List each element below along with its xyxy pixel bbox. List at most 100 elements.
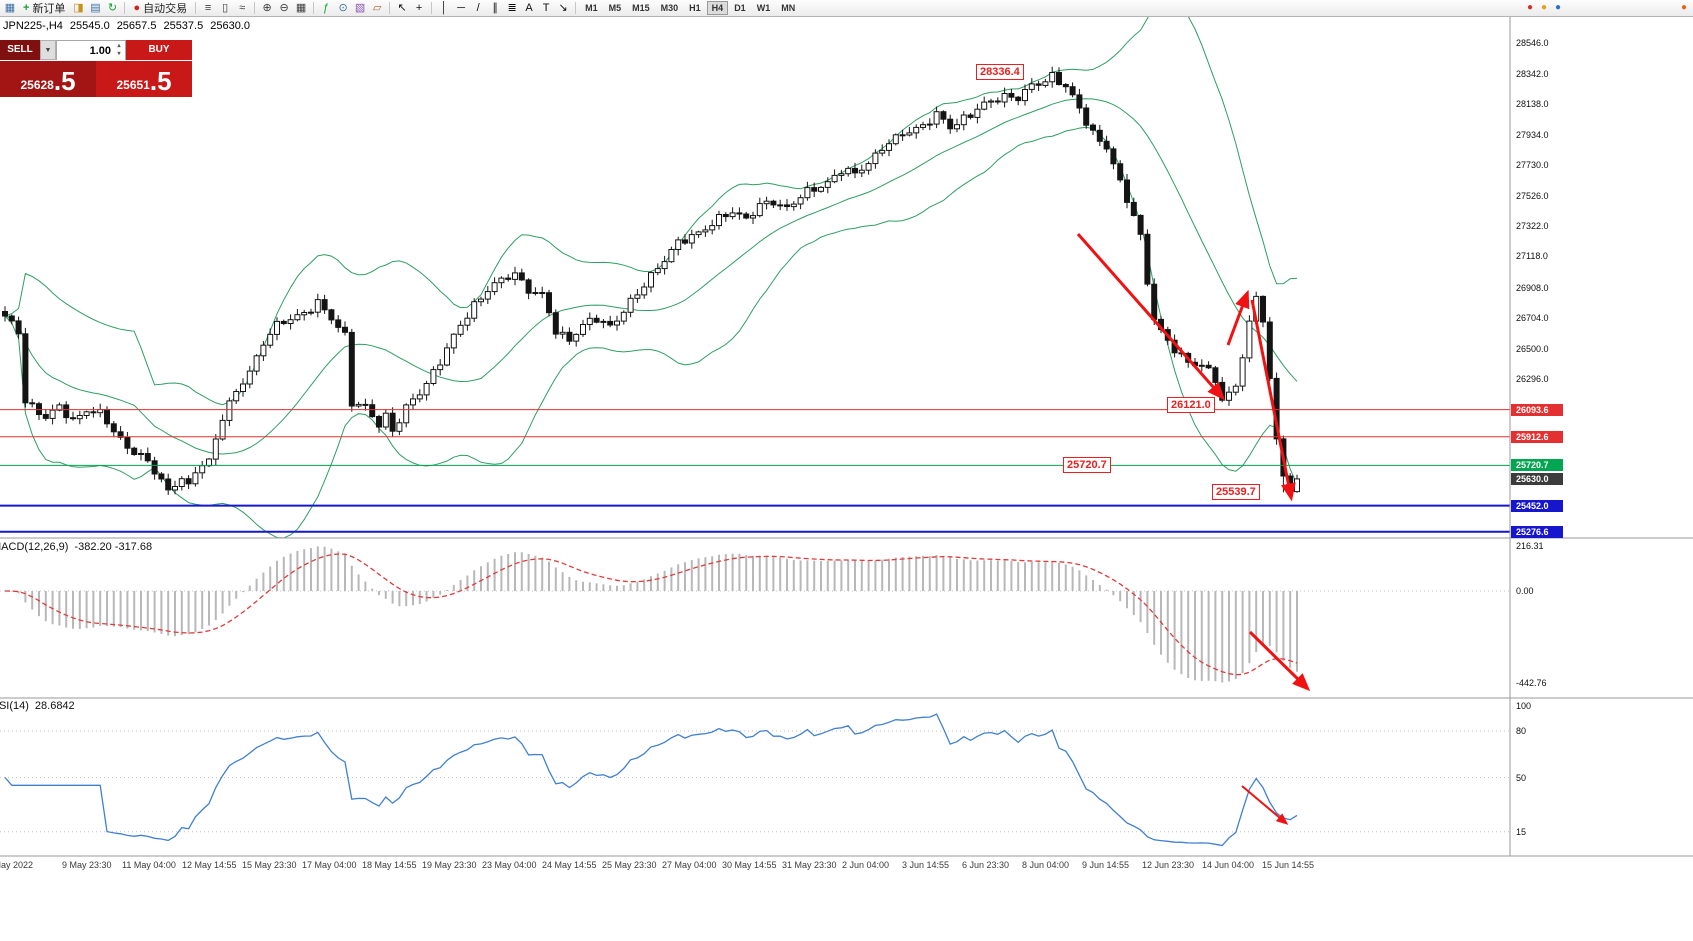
line-chart-icon[interactable]: ≈ xyxy=(239,1,246,14)
buy-price-main: 25651 xyxy=(116,78,150,92)
fibonacci-icon[interactable]: ≣ xyxy=(507,1,517,14)
time-axis-label: 27 May 04:00 xyxy=(662,860,717,870)
toolbar-separator xyxy=(575,2,577,14)
time-axis-label: 24 May 14:55 xyxy=(542,860,597,870)
periods-icon[interactable]: ⊙ xyxy=(338,1,348,14)
trend-arrow[interactable] xyxy=(1076,233,1225,401)
profiles-icon[interactable]: ◨ xyxy=(73,1,84,14)
chart-properties-icon[interactable]: ▱ xyxy=(372,1,382,14)
zoom-in-icon[interactable]: ⊕ xyxy=(262,1,272,14)
time-axis-label: 19 May 23:30 xyxy=(422,860,477,870)
macd-axis-label: 216.31 xyxy=(1516,541,1544,551)
price-axis-label: 27526.0 xyxy=(1516,191,1549,201)
timeframe-m15-button[interactable]: M15 xyxy=(632,3,650,13)
annotation-callout[interactable]: 25539.7 xyxy=(1212,484,1260,500)
price-tag[interactable]: 25452.0 xyxy=(1511,500,1563,512)
mql-icon-red[interactable]: ● xyxy=(1527,2,1534,13)
templates-icon[interactable]: ▧ xyxy=(354,1,366,14)
macd-axis-label: -442.76 xyxy=(1516,678,1547,688)
refresh-icon[interactable]: ↻ xyxy=(107,1,118,14)
toolbar-separator xyxy=(313,2,315,14)
time-axis-label: 2 Jun 04:00 xyxy=(842,860,890,870)
time-axis-label: 6 Jun 23:30 xyxy=(962,860,1010,870)
volume-input[interactable] xyxy=(57,42,125,60)
mql-icon-blue[interactable]: ● xyxy=(1555,2,1562,13)
rsi-axis-label: 50 xyxy=(1516,773,1527,783)
timeframe-m5-button[interactable]: M5 xyxy=(608,3,622,13)
price-axis-label: 26296.0 xyxy=(1516,374,1549,384)
trade-controls-row: SELL ▼ ▴ ▾ BUY xyxy=(0,40,192,60)
new-chart-icon[interactable]: ▦ xyxy=(4,1,16,14)
indicators-icon[interactable]: ƒ xyxy=(323,1,330,14)
sell-price[interactable]: 25628.5 xyxy=(0,61,96,97)
trend-arrow[interactable] xyxy=(1226,289,1250,346)
time-axis-label: 12 May 14:55 xyxy=(182,860,237,870)
bar-chart-icon[interactable]: ≡ xyxy=(204,1,212,14)
corner-icon-orange[interactable]: ● xyxy=(1681,2,1688,13)
order-type-dropdown[interactable]: ▼ xyxy=(40,40,56,60)
time-axis-label: 14 Jun 04:00 xyxy=(1202,860,1255,870)
timeframe-m30-button[interactable]: M30 xyxy=(660,3,679,13)
price-axis-label: 27322.0 xyxy=(1516,221,1549,231)
volume-down-button[interactable]: ▾ xyxy=(117,51,121,57)
symbol-timeframe: JPN225-,H4 xyxy=(3,20,63,32)
arrows-tool-icon[interactable]: ↘ xyxy=(558,1,568,14)
candlestick-icon[interactable]: ▯ xyxy=(222,1,229,14)
sell-price-frac: .5 xyxy=(53,66,76,96)
time-axis-label: 18 May 14:55 xyxy=(362,860,417,870)
zoom-out-icon[interactable]: ⊖ xyxy=(279,1,289,14)
volume-up-button[interactable]: ▴ xyxy=(117,43,121,49)
price-axis-label: 28546.0 xyxy=(1516,38,1549,48)
timeframe-m1-button[interactable]: M1 xyxy=(585,3,598,13)
price-tag[interactable]: 25720.7 xyxy=(1511,459,1563,471)
time-axis-label: 17 May 04:00 xyxy=(302,860,357,870)
price-tag[interactable]: 25912.6 xyxy=(1511,431,1563,443)
tile-windows-icon[interactable]: ▦ xyxy=(295,1,307,14)
price-axis-label: 27934.0 xyxy=(1516,130,1549,140)
volume-spinner: ▴ ▾ xyxy=(114,42,124,58)
cursor-icon[interactable]: ↖ xyxy=(397,1,407,14)
timeframe-mn-button[interactable]: MN xyxy=(781,3,796,13)
time-axis-label: 31 May 23:30 xyxy=(782,860,837,870)
horizontal-line-icon[interactable]: ─ xyxy=(457,1,465,14)
vertical-line-icon[interactable]: │ xyxy=(440,1,448,14)
rsi-axis-label: 100 xyxy=(1516,701,1532,711)
sell-button[interactable]: SELL xyxy=(0,40,40,60)
autotrading-button[interactable]: ● 自动交易 xyxy=(129,1,191,16)
buy-price[interactable]: 25651.5 xyxy=(96,61,192,97)
time-axis-label: 25 May 23:30 xyxy=(602,860,657,870)
new-order-button-icon: + xyxy=(23,2,30,14)
toolbar-separator xyxy=(254,2,256,14)
annotation-callout[interactable]: 25720.7 xyxy=(1063,457,1111,473)
autotrading-button-label: 自动交易 xyxy=(143,3,188,15)
text-icon[interactable]: A xyxy=(525,1,533,14)
data-window-icon[interactable]: ▤ xyxy=(90,1,101,14)
ohlc-high: 25657.5 xyxy=(116,20,157,32)
timeframe-d1-button[interactable]: D1 xyxy=(734,3,746,13)
timeframe-h1-button[interactable]: H1 xyxy=(689,3,701,13)
price-axis-label: 28138.0 xyxy=(1516,99,1549,109)
rsi-axis-label: 80 xyxy=(1516,726,1527,736)
annotation-callout[interactable]: 28336.4 xyxy=(976,64,1024,80)
text-label-icon[interactable]: T xyxy=(542,1,550,14)
mql-icon-yellow[interactable]: ● xyxy=(1541,2,1548,13)
rsi-axis-label: 15 xyxy=(1516,827,1527,837)
timeframe-w1-button[interactable]: W1 xyxy=(756,3,771,13)
trend-arrow[interactable] xyxy=(1248,630,1311,692)
volume-field: ▴ ▾ xyxy=(56,40,126,60)
trade-prices-row: 25628.5 25651.5 xyxy=(0,61,192,97)
macd-axis-label: 0.00 xyxy=(1516,586,1534,596)
new-order-button[interactable]: + 新订单 xyxy=(19,1,69,16)
price-tag[interactable]: 25276.6 xyxy=(1511,526,1563,538)
macd-indicator-label: MACD(12,26,9) -382.20 -317.68 xyxy=(0,541,158,553)
toolbar-separator xyxy=(431,2,433,14)
trend-arrow[interactable] xyxy=(1241,785,1289,825)
annotation-callout[interactable]: 26121.0 xyxy=(1167,397,1215,413)
crosshair-icon[interactable]: + xyxy=(415,1,423,14)
trend-arrow[interactable] xyxy=(1250,299,1296,502)
price-tag[interactable]: 26093.6 xyxy=(1511,404,1563,416)
trendline-icon[interactable]: / xyxy=(476,1,480,14)
timeframe-h4-button[interactable]: H4 xyxy=(706,1,729,15)
equidistant-channel-icon[interactable]: ∥ xyxy=(492,1,498,14)
buy-button[interactable]: BUY xyxy=(126,40,192,60)
